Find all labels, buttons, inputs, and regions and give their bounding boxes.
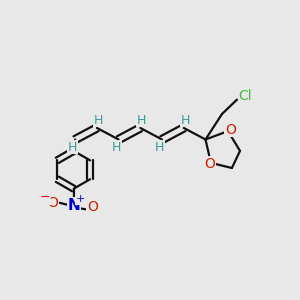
Text: O: O [87, 200, 98, 214]
Text: O: O [47, 196, 58, 210]
Text: −: − [40, 191, 50, 204]
Text: H: H [155, 141, 164, 154]
Text: H: H [180, 114, 190, 127]
Text: Cl: Cl [238, 89, 252, 103]
Text: N: N [67, 198, 80, 213]
Text: O: O [204, 157, 215, 171]
Text: H: H [112, 141, 121, 154]
Text: +: + [76, 194, 85, 204]
Text: H: H [137, 114, 146, 127]
Text: O: O [225, 123, 236, 136]
Text: H: H [68, 141, 77, 154]
Text: H: H [93, 114, 103, 127]
